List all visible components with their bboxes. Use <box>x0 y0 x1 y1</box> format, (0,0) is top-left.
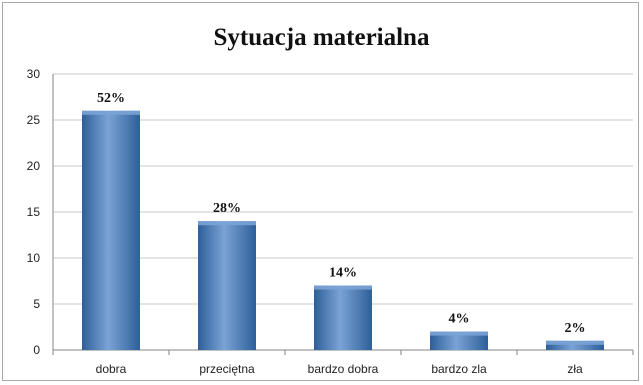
data-label: 52% <box>97 91 125 106</box>
bar-top-highlight <box>314 285 372 290</box>
data-label: 2% <box>565 321 586 336</box>
x-tick-label: zła <box>567 362 583 376</box>
data-label: 4% <box>449 312 470 327</box>
y-tick-label: 30 <box>27 67 41 81</box>
x-tick-label: bardzo zla <box>431 362 487 376</box>
x-tick-label: przeciętna <box>199 362 255 376</box>
x-tick-label: bardzo dobra <box>308 362 379 376</box>
bar <box>430 331 488 350</box>
y-tick-label: 15 <box>27 205 41 219</box>
bar-top-highlight <box>82 110 140 115</box>
y-tick-label: 25 <box>27 113 41 127</box>
y-tick-labels: 0 5 10 15 20 25 30 <box>27 67 41 357</box>
data-label: 28% <box>213 201 241 216</box>
data-label: 14% <box>329 266 357 281</box>
bar-top-highlight <box>198 221 256 226</box>
bars <box>82 110 604 350</box>
x-tick-labels: dobra przeciętna bardzo dobra bardzo zla zła <box>96 362 583 376</box>
bar-top-highlight <box>430 331 488 336</box>
bar <box>82 110 140 350</box>
chart-title: Sytuacja materialna <box>213 24 430 51</box>
y-tick-label: 20 <box>27 159 41 173</box>
y-tick-label: 5 <box>33 297 40 311</box>
bar-top-highlight <box>546 340 604 345</box>
x-tick-label: dobra <box>96 362 127 376</box>
gridlines <box>53 73 633 305</box>
data-labels: 52% 28% 14% 4% 2% <box>97 91 586 336</box>
bar <box>198 221 256 350</box>
bar <box>314 285 372 350</box>
bar <box>546 340 604 350</box>
y-tick-label: 0 <box>33 343 40 357</box>
y-tick-label: 10 <box>27 251 41 265</box>
